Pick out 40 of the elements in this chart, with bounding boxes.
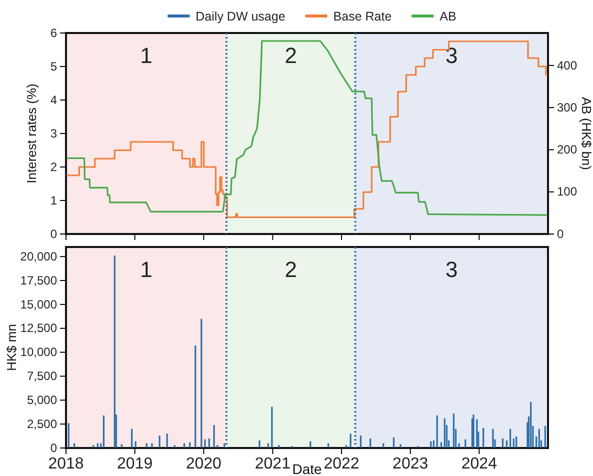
band-label: 1 bbox=[140, 43, 152, 68]
y-axis-title: Interest rates (%) bbox=[24, 84, 39, 184]
y-tick-label: 3 bbox=[50, 126, 58, 140]
y-tick-label: 7,500 bbox=[26, 369, 58, 384]
y2-tick-label: 400 bbox=[557, 58, 578, 72]
y-tick-label: 4 bbox=[50, 92, 58, 107]
x-tick-label: 2020 bbox=[186, 455, 222, 472]
x-tick-label: 2024 bbox=[461, 455, 498, 472]
y2-tick-label: 300 bbox=[557, 100, 578, 114]
y-axis-title: HK$ mn bbox=[4, 324, 19, 371]
y-tick-label: 5,000 bbox=[26, 392, 58, 407]
y-tick-label: 5 bbox=[50, 59, 58, 74]
y-tick-label: 17,500 bbox=[20, 273, 58, 288]
band-label: 2 bbox=[284, 43, 297, 68]
legend-label: AB bbox=[440, 10, 456, 24]
y-tick-label: 20,000 bbox=[20, 249, 58, 264]
band-label: 1 bbox=[140, 257, 152, 282]
y-tick-label: 15,000 bbox=[20, 297, 58, 312]
legend-label: Base Rate bbox=[333, 10, 392, 24]
x-axis-title: Date bbox=[292, 461, 322, 476]
y-tick-label: 10,000 bbox=[20, 345, 58, 360]
band-label: 2 bbox=[284, 257, 297, 282]
x-tick-label: 2021 bbox=[254, 455, 291, 472]
y-tick-label: 2 bbox=[50, 160, 58, 174]
y2-axis-title: AB (HK$ bn) bbox=[579, 97, 593, 170]
y-tick-label: 2,500 bbox=[26, 416, 58, 431]
y-tick-label: 6 bbox=[50, 26, 58, 40]
y2-tick-label: 0 bbox=[557, 226, 564, 241]
y-tick-label: 1 bbox=[50, 193, 58, 208]
y-tick-label: 12,500 bbox=[20, 321, 58, 336]
x-tick-label: 2022 bbox=[324, 455, 360, 472]
x-tick-label: 2018 bbox=[48, 455, 84, 472]
legend-label: Daily DW usage bbox=[196, 10, 286, 24]
y-tick-label: 0 bbox=[50, 226, 58, 241]
y-tick-label: 0 bbox=[50, 440, 58, 455]
x-tick-label: 2023 bbox=[392, 455, 428, 472]
y2-tick-label: 200 bbox=[557, 142, 578, 157]
band-label: 3 bbox=[446, 257, 458, 282]
y2-tick-label: 100 bbox=[557, 184, 578, 199]
x-tick-label: 2019 bbox=[117, 455, 153, 472]
